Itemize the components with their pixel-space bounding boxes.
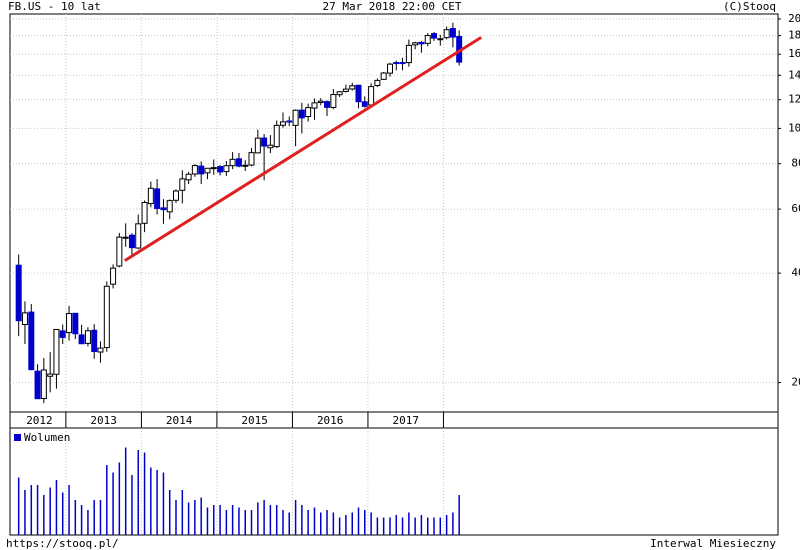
- x-tick-label: 2012: [26, 414, 53, 427]
- candle-body: [91, 329, 98, 352]
- y-tick-label: 60: [791, 202, 800, 215]
- candle-body: [185, 173, 192, 181]
- candle-body: [368, 86, 375, 106]
- candle-body: [267, 144, 274, 149]
- candle-body: [292, 109, 299, 126]
- source: (C)Stooq: [723, 0, 776, 13]
- candle-body: [84, 330, 91, 344]
- candle-body: [424, 35, 431, 44]
- candle-body: [336, 91, 343, 96]
- legend-label: Wolumen: [24, 431, 70, 444]
- candle-body: [286, 120, 293, 123]
- candle-body: [15, 264, 22, 322]
- volume-frame: [9, 427, 779, 536]
- candle-body: [449, 28, 456, 38]
- candle-body: [248, 152, 255, 166]
- candle-body: [172, 190, 179, 201]
- candle-body: [160, 207, 167, 211]
- legend-swatch: [14, 434, 21, 441]
- candle-body: [380, 72, 387, 80]
- candle-body: [324, 101, 331, 108]
- candle-body: [279, 121, 286, 126]
- candle-body: [28, 311, 35, 371]
- y-tick-label: 200: [788, 12, 800, 25]
- candle-body: [204, 167, 211, 174]
- candle-body: [179, 178, 186, 191]
- y-tick-label: 100: [788, 121, 800, 134]
- trend-line: [123, 36, 483, 262]
- y-tick-label: 120: [788, 93, 800, 106]
- candle-body: [386, 63, 393, 74]
- candle-body: [349, 85, 356, 90]
- candle-body: [229, 158, 236, 167]
- x-tick-label: 2014: [166, 414, 193, 427]
- candle-body: [66, 312, 73, 334]
- candle-body: [47, 373, 54, 377]
- candle-body: [21, 312, 28, 326]
- y-tick-label: 80: [791, 157, 800, 170]
- candle-body: [242, 164, 249, 167]
- y-tick-label: 160: [788, 47, 800, 60]
- candle-body: [261, 137, 268, 147]
- candle-body: [210, 167, 217, 170]
- candle-body: [405, 44, 412, 64]
- candle-body: [399, 62, 406, 65]
- candle-body: [103, 285, 110, 349]
- candle-body: [342, 88, 349, 92]
- candle-body: [443, 29, 450, 39]
- candle-body: [254, 137, 261, 154]
- candle-body: [298, 109, 305, 119]
- candle-body: [431, 33, 438, 39]
- candle-body: [311, 102, 318, 109]
- candle-body: [355, 84, 362, 103]
- candle-body: [135, 223, 142, 249]
- footer-link[interactable]: https://stooq.pl/: [6, 537, 119, 550]
- chart-title: FB.US - 10 lat: [8, 0, 101, 13]
- footer-interval: Interwal Miesieczny: [650, 537, 776, 550]
- x-tick-label: 2013: [90, 414, 117, 427]
- candle-body: [34, 370, 41, 400]
- candle-body: [122, 236, 129, 239]
- candle-body: [59, 330, 66, 338]
- candle-body: [53, 328, 60, 375]
- candle-body: [97, 347, 104, 353]
- candle-body: [412, 42, 419, 46]
- candle-body: [330, 94, 337, 108]
- candle-body: [147, 187, 154, 205]
- candle-body: [141, 201, 148, 224]
- candle-body: [393, 62, 400, 65]
- candle-body: [418, 41, 425, 45]
- x-tick-label: 2017: [392, 414, 419, 427]
- candle-body: [166, 200, 173, 213]
- candle-body: [78, 334, 85, 345]
- y-tick-label: 180: [788, 29, 800, 42]
- x-tick-label: 2015: [241, 414, 268, 427]
- candle-body: [317, 100, 324, 104]
- candle-body: [437, 38, 444, 41]
- candle-body: [128, 234, 135, 249]
- x-tick-label: 2016: [317, 414, 344, 427]
- candle-body: [235, 158, 242, 167]
- candle-body: [223, 165, 230, 173]
- candle-body: [273, 124, 280, 148]
- candle-body: [116, 236, 123, 267]
- candle-body: [191, 165, 198, 175]
- y-tick-label: 20: [791, 376, 800, 389]
- y-tick-label: 140: [788, 68, 800, 81]
- chart-subtitle: 27 Mar 2018 22:00 CET: [322, 0, 461, 13]
- candle-body: [198, 165, 205, 175]
- candle-body: [40, 369, 47, 400]
- candle-body: [374, 79, 381, 87]
- candle-body: [72, 312, 79, 335]
- candle-body: [361, 101, 368, 107]
- candle-body: [110, 267, 117, 285]
- candle-body: [154, 188, 161, 209]
- candle-body: [305, 107, 312, 118]
- y-tick-label: 40: [791, 266, 800, 279]
- candle-body: [217, 165, 224, 173]
